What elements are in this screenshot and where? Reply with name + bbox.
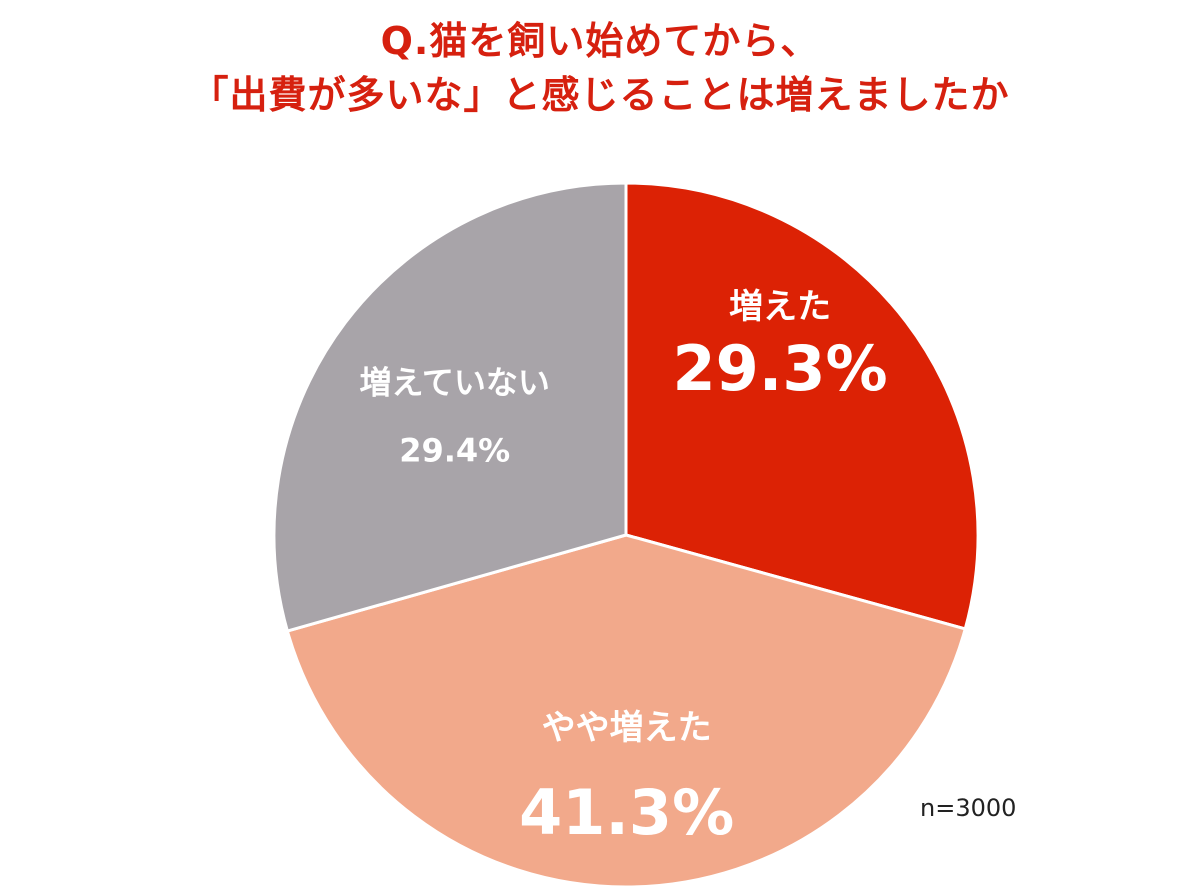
pie-slice-2 — [285, 533, 968, 888]
sample-size-note: n=3000 — [920, 794, 1017, 822]
pie-slice-3 — [272, 181, 628, 633]
chart-title-line-1: Q.猫を飼い始めてから、 — [380, 19, 820, 63]
chart-title-line-2: 「出費が多いな」と感じることは増えましたか — [190, 73, 1010, 117]
pie-slice-1 — [624, 181, 980, 631]
slice-category-label-2: やや増えた — [542, 708, 712, 748]
chart-title: Q.猫を飼い始めてから、 「出費が多いな」と感じることは増えましたか — [0, 14, 1200, 122]
slice-value-label-1: 29.3% — [673, 332, 888, 405]
slice-category-label-1: 増えた — [729, 287, 831, 327]
slice-value-label-3: 29.4% — [399, 432, 510, 470]
slice-category-label-3: 増えていない — [359, 364, 549, 402]
slice-value-label-2: 41.3% — [519, 776, 734, 849]
